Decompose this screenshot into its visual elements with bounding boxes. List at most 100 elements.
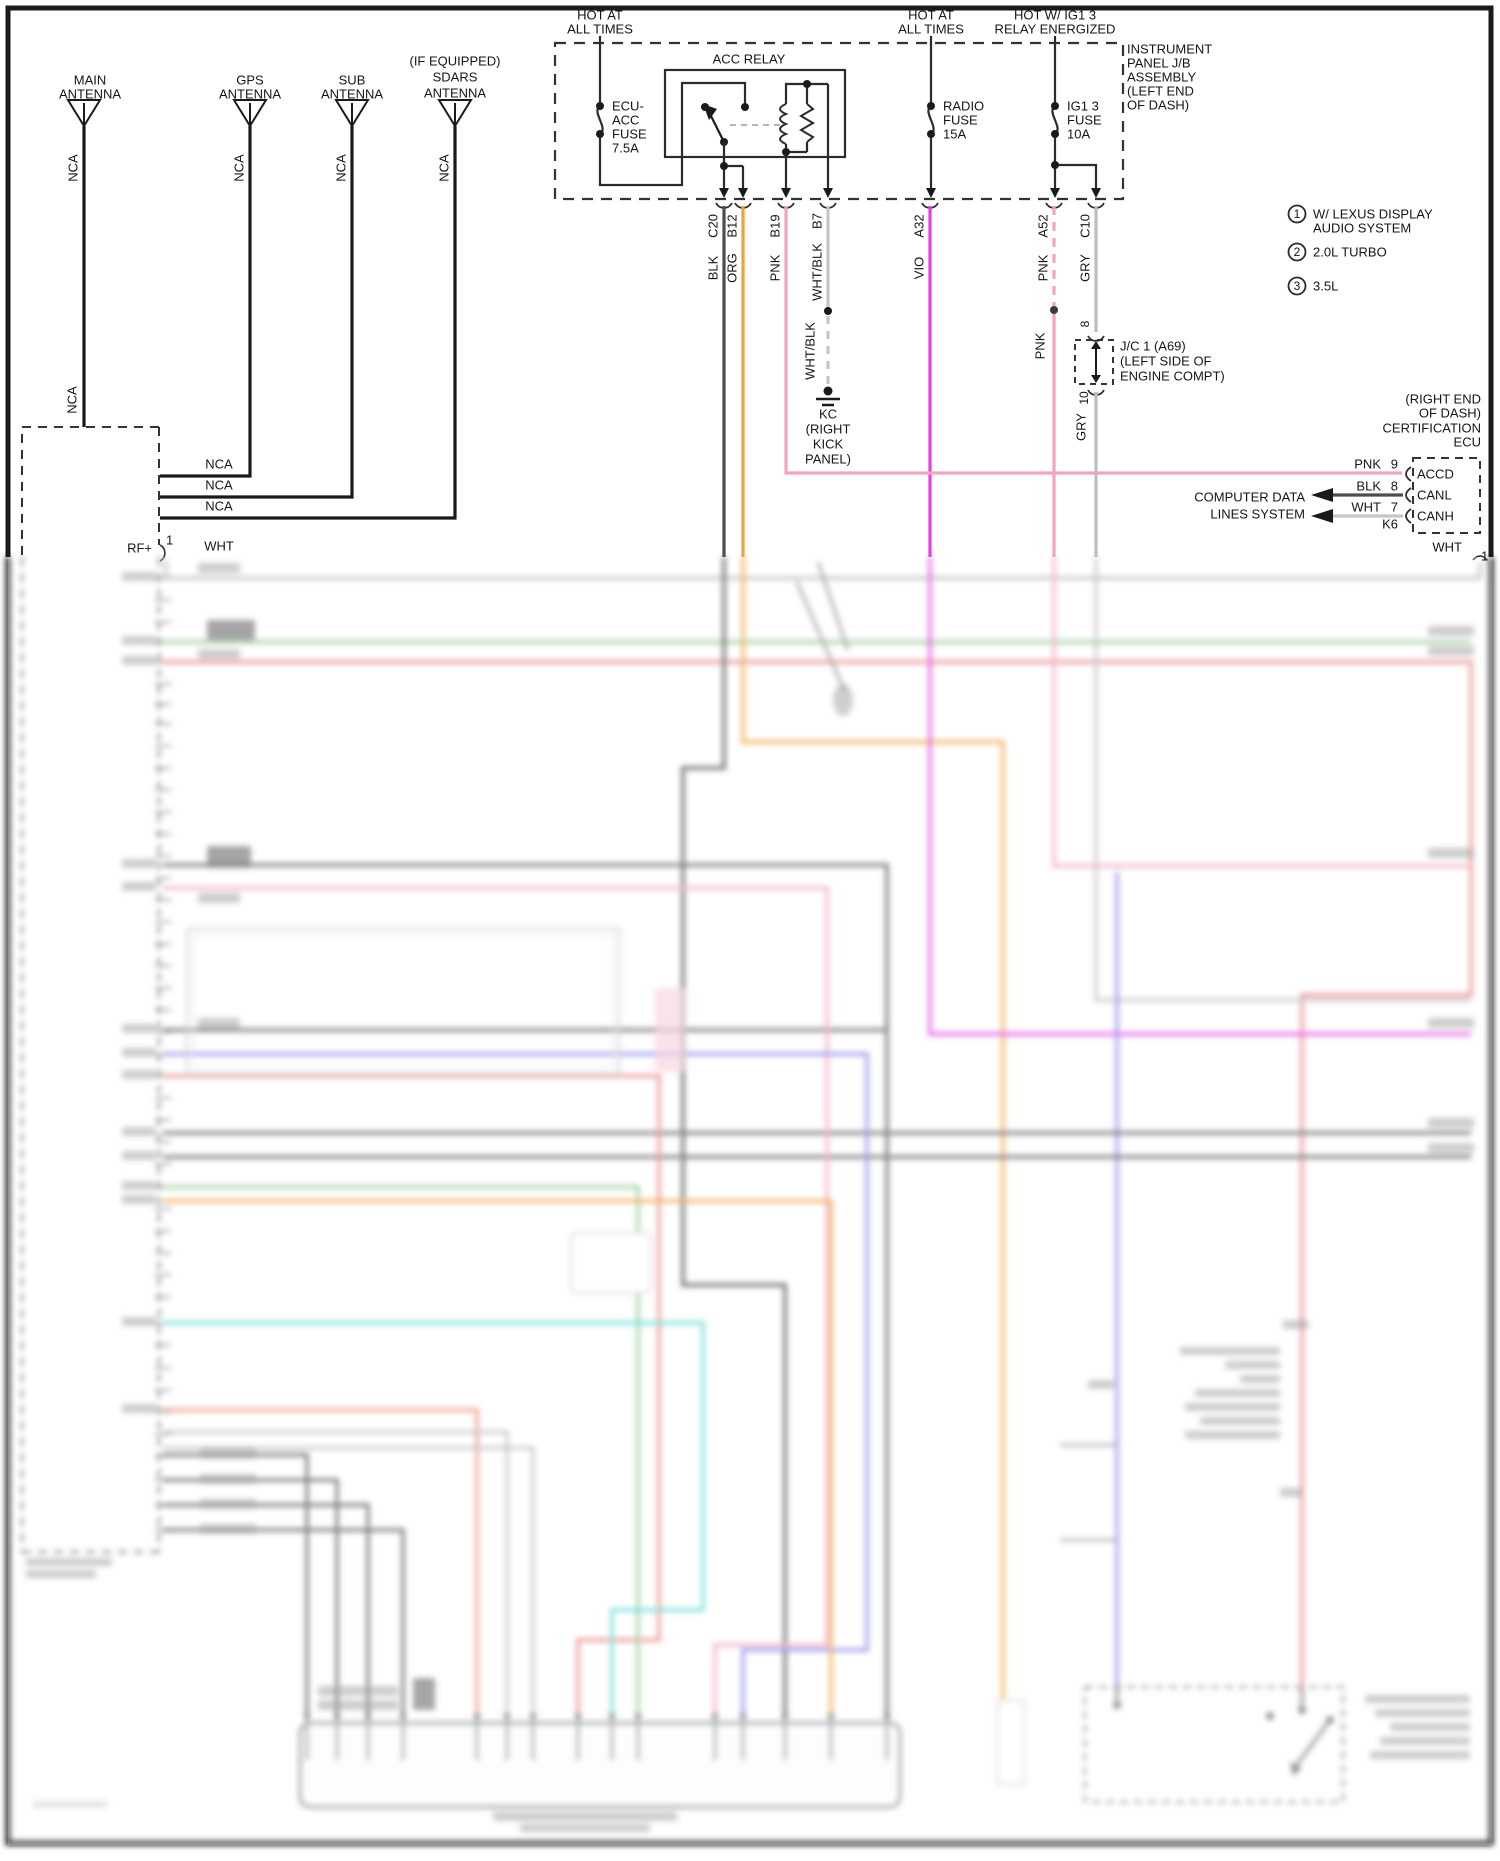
nca-label-gps: NCA bbox=[231, 154, 247, 182]
main-antenna-label2: ANTENNA bbox=[58, 86, 122, 102]
gps-antenna-icon bbox=[232, 99, 268, 128]
hot3-label2: RELAY ENERGIZED bbox=[994, 21, 1116, 37]
jb-box-outline bbox=[553, 41, 1125, 201]
acc-relay-box bbox=[663, 68, 847, 159]
rf-pin-arc bbox=[159, 544, 166, 562]
acc-relay-internals bbox=[701, 80, 830, 188]
ground-loc-2: KICK bbox=[812, 436, 844, 452]
fuse2-label-3: 15A bbox=[943, 126, 967, 142]
jc1-box bbox=[1074, 339, 1114, 385]
canl-arrow-icon bbox=[1311, 488, 1333, 502]
legend-2-num: 2 bbox=[1293, 245, 1301, 259]
gps-antenna-label2: ANTENNA bbox=[218, 86, 282, 102]
legend-1-num: 1 bbox=[1293, 207, 1301, 221]
nca-label-main-lower: NCA bbox=[64, 386, 80, 414]
ecu-row1-name: ACCD bbox=[1417, 466, 1454, 482]
sdars-antenna-label: (IF EQUIPPED) bbox=[409, 53, 501, 69]
jb-title-5: OF DASH) bbox=[1127, 97, 1190, 113]
relay-coil-icon bbox=[779, 103, 789, 145]
hot3-label: HOT W/ IG1 3 bbox=[1013, 7, 1097, 23]
datalines-label-1: COMPUTER DATA bbox=[1194, 489, 1305, 505]
fuse1-label-3: FUSE bbox=[612, 126, 647, 142]
hot2-label: HOT AT bbox=[908, 7, 954, 23]
ecu-connector-code: K6 bbox=[1382, 516, 1398, 532]
sdars-antenna-label3: ANTENNA bbox=[423, 85, 487, 101]
pin-b7: B7 bbox=[809, 213, 825, 229]
ecu-tail-pin: 1 bbox=[1481, 548, 1489, 564]
acc-relay-label: ACC RELAY bbox=[712, 51, 786, 67]
nca-label-sub: NCA bbox=[333, 154, 349, 182]
ecu-row2-name: CANL bbox=[1417, 487, 1452, 503]
pin-a32-color: VIO bbox=[911, 256, 927, 280]
ecu-acc-feed bbox=[598, 36, 747, 187]
hot1-label: HOT AT bbox=[577, 7, 623, 23]
canh-arrow-icon bbox=[1311, 509, 1333, 523]
radio-box-outline bbox=[21, 426, 160, 557]
fuse1-label-2: ACC bbox=[612, 112, 640, 128]
a52-wire-label: PNK bbox=[1032, 332, 1048, 360]
fuse1-label-1: ECU- bbox=[612, 98, 644, 114]
jc1-name: J/C 1 (A69) bbox=[1120, 338, 1186, 354]
tail-pin-arc bbox=[1472, 555, 1488, 561]
ground-loc-3: PANEL) bbox=[805, 451, 851, 467]
pin-b7-color: WHT/BLK bbox=[809, 243, 825, 301]
sub-antenna-label: SUB bbox=[338, 72, 366, 88]
jc1-loc-1: (LEFT SIDE OF bbox=[1120, 353, 1212, 369]
fuse2-label-2: FUSE bbox=[943, 112, 978, 128]
legend-3-text: 3.5L bbox=[1313, 278, 1339, 294]
jc1-pin-in: 8 bbox=[1078, 320, 1092, 328]
sub-antenna-label2: ANTENNA bbox=[320, 86, 384, 102]
pin-c20-color: BLK bbox=[705, 255, 721, 281]
page-border-top bbox=[5, 5, 1494, 557]
pin-a52-color: PNK bbox=[1035, 254, 1051, 282]
a52-splice-dot bbox=[1050, 306, 1058, 314]
pin-b12-color: ORG bbox=[724, 253, 740, 283]
ig13-feed bbox=[1053, 36, 1098, 188]
legend-circles bbox=[1287, 204, 1307, 296]
nca-label-sdars: NCA bbox=[436, 154, 452, 182]
ecu-row3-name: CANH bbox=[1417, 508, 1454, 524]
blur-haze-overlay bbox=[8, 557, 1492, 1845]
jb-exit-arrows bbox=[719, 188, 1101, 198]
ground-icon bbox=[816, 386, 840, 407]
nca-label-h3: NCA bbox=[205, 498, 233, 514]
legend-3-num: 3 bbox=[1293, 279, 1301, 293]
legend-1-text2: AUDIO SYSTEM bbox=[1313, 220, 1412, 236]
gps-antenna-label: GPS bbox=[236, 72, 264, 88]
ecu-row3-wire: WHT bbox=[1351, 499, 1381, 515]
sdars-antenna-icon bbox=[437, 99, 473, 128]
ecu-row3-pin: 7 bbox=[1390, 499, 1398, 515]
fuse-terminal-dots bbox=[596, 102, 1059, 169]
ecu-row1-pin: 9 bbox=[1390, 456, 1398, 472]
ecu-header-1: (RIGHT END bbox=[1405, 391, 1481, 407]
jb-title-2: PANEL J/B bbox=[1127, 55, 1191, 71]
hot1-label2: ALL TIMES bbox=[567, 21, 633, 37]
radio-pin-name: RF+ bbox=[127, 540, 152, 556]
radio-pin-wire: WHT bbox=[204, 538, 234, 554]
fuse3-label-1: IG1 3 bbox=[1067, 98, 1099, 114]
main-antenna-icon bbox=[66, 99, 102, 128]
jc1-wire-label: GRY bbox=[1073, 413, 1089, 441]
fuse3-label-2: FUSE bbox=[1067, 112, 1102, 128]
sub-antenna-wire bbox=[160, 126, 354, 499]
ecu-tail-wire: WHT bbox=[1432, 539, 1462, 555]
pin-c10-color: GRY bbox=[1077, 254, 1093, 282]
nca-label-main: NCA bbox=[65, 154, 81, 182]
legend-1-text: W/ LEXUS DISPLAY bbox=[1313, 206, 1433, 222]
gps-antenna-wire bbox=[160, 126, 252, 478]
ecu-row1-wire: PNK bbox=[1354, 456, 1381, 472]
ground-code: KC bbox=[818, 406, 838, 422]
sdars-antenna-wire bbox=[160, 126, 457, 520]
radio-pin-num: 1 bbox=[166, 532, 174, 548]
fuse1-label-4: 7.5A bbox=[612, 140, 639, 156]
b7-splice-dot bbox=[824, 307, 832, 315]
pin-b12: B12 bbox=[724, 214, 740, 238]
fuse2-label-1: RADIO bbox=[943, 98, 985, 114]
relay-resistor-icon bbox=[799, 103, 815, 143]
pin-a32: A32 bbox=[911, 214, 927, 238]
antenna-symbols bbox=[66, 99, 473, 520]
wire-b19-pnk-to-accd bbox=[784, 206, 1402, 475]
hot2-label2: ALL TIMES bbox=[898, 21, 964, 37]
